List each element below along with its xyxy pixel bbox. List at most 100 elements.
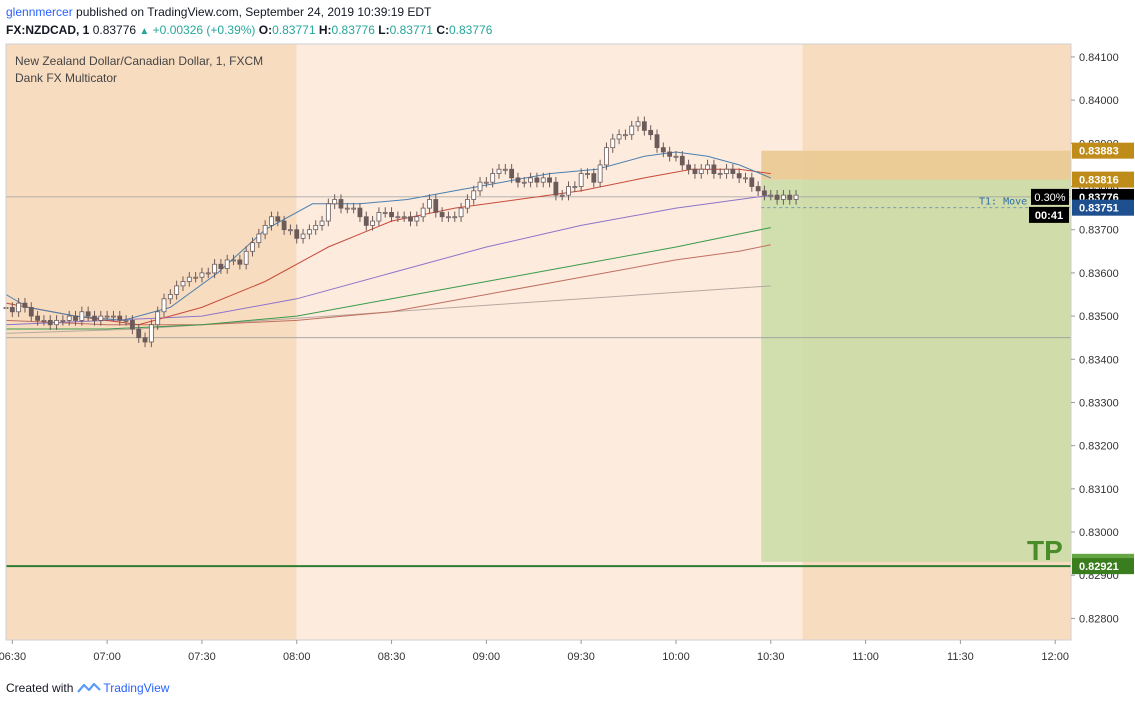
- percent-tag-label: 0.30%: [1034, 192, 1065, 204]
- candle-body: [60, 320, 66, 322]
- x-tick-label: 07:30: [188, 651, 216, 663]
- ema-green-line: [6, 227, 771, 330]
- open-value: 0.83771: [272, 23, 316, 37]
- candle-body: [604, 147, 609, 166]
- y-tick-label: 0.84000: [1079, 95, 1119, 107]
- candle-body: [787, 194, 793, 200]
- publish-info: glennmercer published on TradingView.com…: [6, 5, 431, 19]
- ema-brown-line: [5, 244, 771, 326]
- candle-body: [724, 168, 729, 174]
- candle-body: [768, 194, 774, 197]
- x-tick-label: 12:00: [1041, 651, 1069, 663]
- candle-body: [104, 315, 110, 318]
- up-arrow-icon: ▲: [139, 26, 150, 37]
- high-label: H:: [318, 23, 332, 37]
- y-tick-label: 0.83000: [1079, 527, 1119, 539]
- candle-body: [237, 259, 243, 265]
- x-tick-label: 08:30: [378, 651, 406, 663]
- percent-tag-box: [1031, 188, 1069, 205]
- tradingview-logo-icon: [77, 682, 102, 693]
- candle-body: [395, 216, 401, 219]
- candle-body: [123, 320, 129, 322]
- last-price: 0.83776: [92, 23, 137, 37]
- candle-body: [401, 216, 407, 219]
- x-tick-label: 07:00: [93, 651, 121, 663]
- candle-body: [205, 272, 211, 275]
- ohlc-bar: FX:NZDCAD, 1 0.83776 ▲ +0.00326 (+0.39%)…: [6, 23, 492, 37]
- candle-body: [534, 177, 540, 183]
- candle-body: [408, 216, 413, 222]
- candle-body: [363, 216, 369, 226]
- candle-body: [483, 181, 489, 184]
- x-tick-label: 10:30: [757, 651, 785, 663]
- candle-body: [167, 294, 173, 300]
- symbol-label: FX:NZDCAD, 1: [6, 23, 90, 37]
- published-text: published on TradingView.com, September …: [76, 5, 432, 19]
- t1-label: T1: Move: [979, 197, 1027, 208]
- y-tick-label: 0.83200: [1079, 441, 1119, 453]
- candle-body: [553, 181, 559, 196]
- candle-body: [641, 121, 647, 131]
- candle-body: [420, 207, 426, 218]
- chart-legend-indicator: Dank FX Multicator: [15, 71, 117, 85]
- candle-body: [92, 315, 97, 321]
- candle-body: [591, 173, 597, 183]
- y-tick-label: 0.83700: [1079, 225, 1119, 237]
- y-tick-label: 0.84100: [1079, 52, 1119, 64]
- candle-body: [559, 194, 565, 197]
- candle-body: [22, 302, 28, 308]
- candle-body: [471, 190, 477, 200]
- candle-body: [73, 315, 78, 321]
- candle-body: [692, 168, 698, 174]
- candle-body: [155, 311, 161, 326]
- candle-body: [705, 164, 710, 170]
- candle-body: [351, 207, 357, 210]
- candle-body: [85, 311, 91, 317]
- candle-body: [288, 229, 293, 232]
- candle-body: [16, 302, 22, 313]
- candle-body: [490, 173, 496, 183]
- tradingview-brand[interactable]: TradingView: [103, 681, 170, 695]
- candle-body: [224, 259, 230, 269]
- price-tag-label: 0.83816: [1079, 175, 1119, 187]
- candle-body: [414, 216, 420, 222]
- candle-body: [332, 199, 338, 205]
- y-tick-label: 0.83300: [1079, 397, 1119, 409]
- candle-body: [130, 320, 135, 330]
- x-tick-label: 08:00: [283, 651, 311, 663]
- candle-body: [111, 315, 116, 318]
- price-tag-tp-line: [1072, 558, 1134, 575]
- candle-body: [231, 259, 236, 262]
- candle-body: [509, 168, 515, 179]
- candle-body: [212, 263, 217, 274]
- candle-body: [243, 250, 249, 265]
- candle-body: [256, 233, 262, 244]
- price-tag-label: 0.83883: [1079, 146, 1119, 158]
- y-tick-label: 0.83400: [1079, 354, 1119, 366]
- candle-body: [174, 285, 180, 295]
- candle-body: [793, 194, 799, 200]
- chart-legend-title: New Zealand Dollar/Canadian Dollar, 1, F…: [15, 54, 263, 68]
- candle-body: [572, 186, 578, 188]
- candle-body: [344, 207, 350, 210]
- candle-body: [578, 173, 584, 187]
- candle-body: [382, 212, 388, 214]
- price-tag-blue: [1072, 199, 1134, 216]
- author-link[interactable]: glennmercer: [6, 5, 73, 19]
- price-tag-entry: [1072, 171, 1134, 188]
- footer: Created with TradingView: [6, 681, 169, 695]
- candle-body: [648, 129, 654, 136]
- candle-body: [654, 134, 660, 149]
- stop-zone: [761, 150, 1071, 180]
- candle-body: [717, 173, 723, 175]
- candle-body: [319, 220, 325, 226]
- candle-body: [117, 315, 123, 321]
- candle-body: [774, 194, 780, 200]
- candle-body: [566, 186, 571, 196]
- candle-body: [47, 320, 53, 326]
- change-value: +0.00326 (+0.39%): [152, 23, 256, 37]
- open-label: O:: [258, 23, 273, 37]
- candle-body: [749, 177, 755, 187]
- close-value: 0.83776: [448, 23, 493, 37]
